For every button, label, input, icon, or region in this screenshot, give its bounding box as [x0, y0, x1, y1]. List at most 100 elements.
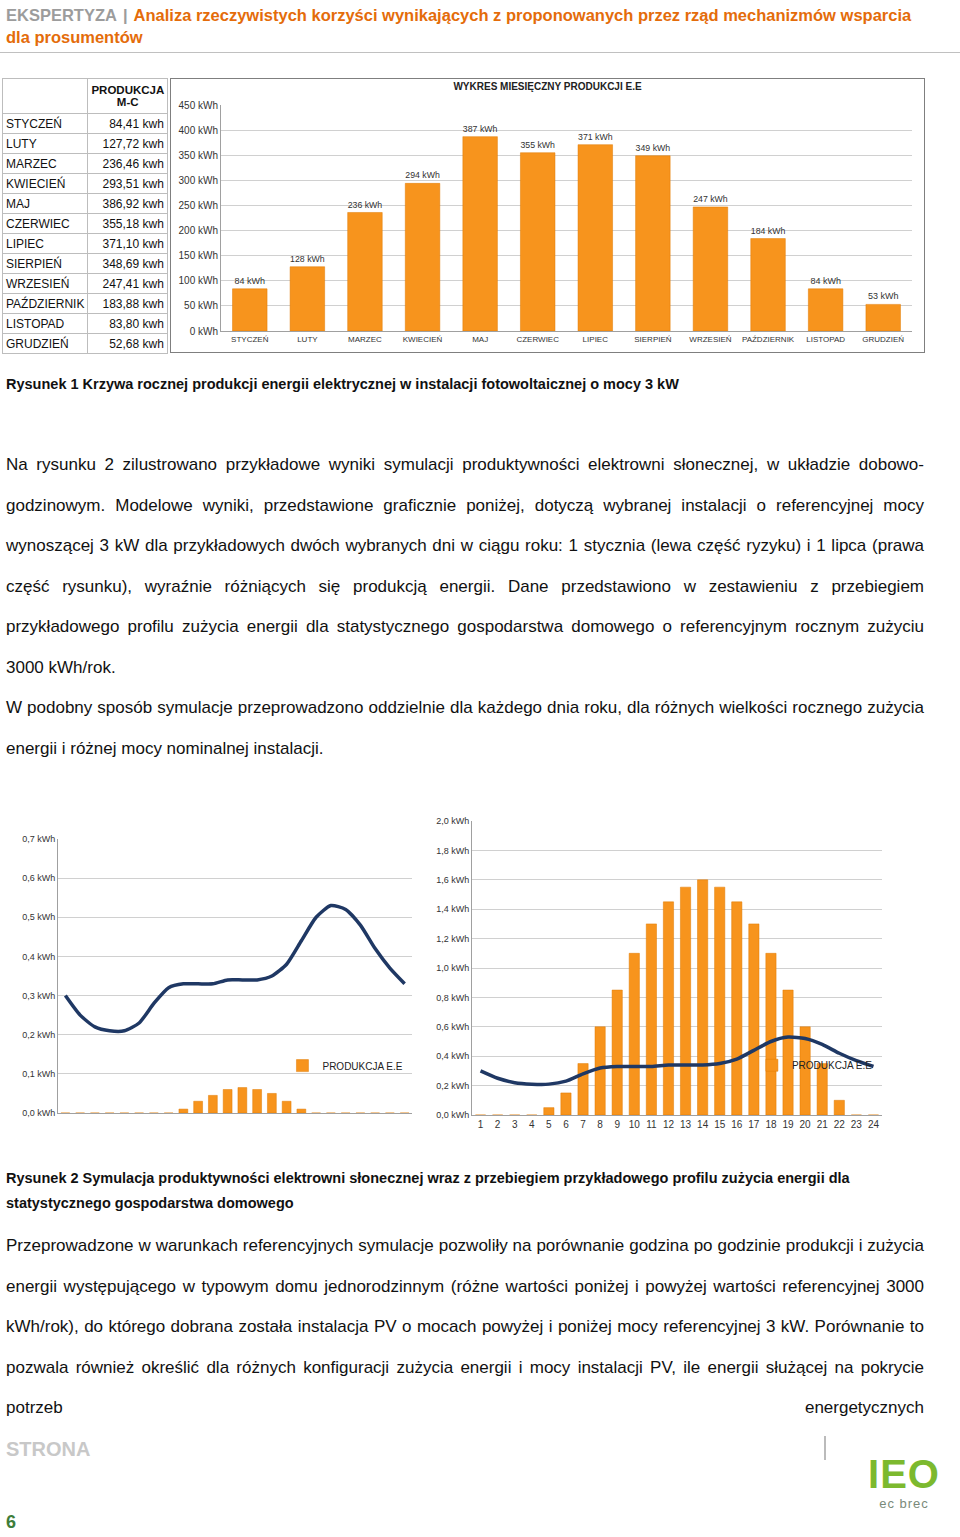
html-text:CZERWIEC: CZERWIEC	[6, 216, 70, 231]
svg-text:5: 5	[546, 1119, 552, 1130]
svg-text:1,0 kWh: 1,0 kWh	[436, 963, 469, 973]
svg-text:84 kWh: 84 kWh	[810, 276, 841, 286]
svg-text:CZERWIEC: CZERWIEC	[516, 335, 559, 344]
svg-text:200 kWh: 200 kWh	[179, 225, 218, 236]
svg-text:1,8 kWh: 1,8 kWh	[436, 846, 469, 856]
svg-text:0,6 kWh: 0,6 kWh	[22, 873, 55, 883]
svg-text:2,0 kWh: 2,0 kWh	[436, 816, 469, 826]
svg-text:PRODUKCJA E.E: PRODUKCJA E.E	[322, 1061, 402, 1072]
svg-text:13: 13	[680, 1119, 692, 1130]
svg-text:WYKRES MIESIĘCZNY PRODUKCJI E.: WYKRES MIESIĘCZNY PRODUKCJI E.E	[453, 81, 642, 92]
html-text:MAJ: MAJ	[6, 196, 30, 211]
svg-text:MARZEC: MARZEC	[348, 335, 382, 344]
svg-text:STYCZEŃ: STYCZEŃ	[231, 335, 269, 344]
svg-text:0,1 kWh: 0,1 kWh	[22, 1069, 55, 1079]
svg-text:24: 24	[868, 1119, 880, 1130]
svg-text:18: 18	[765, 1119, 777, 1130]
svg-text:350 kWh: 350 kWh	[179, 150, 218, 161]
svg-text:250 kWh: 250 kWh	[179, 200, 218, 211]
html-text:STYCZEŃ: STYCZEŃ	[6, 116, 62, 131]
svg-text:19: 19	[782, 1119, 794, 1130]
svg-text:SIERPIEŃ: SIERPIEŃ	[634, 335, 672, 344]
svg-text:22: 22	[834, 1119, 846, 1130]
svg-text:400 kWh: 400 kWh	[179, 125, 218, 136]
svg-text:84 kWh: 84 kWh	[235, 276, 266, 286]
svg-text:50 kWh: 50 kWh	[184, 300, 218, 311]
svg-text:0,0 kWh: 0,0 kWh	[436, 1110, 469, 1120]
svg-text:128 kWh: 128 kWh	[290, 254, 325, 264]
svg-text:355 kWh: 355 kWh	[520, 140, 555, 150]
html-text:STRONA: STRONA	[6, 1438, 91, 1460]
svg-text:9: 9	[614, 1119, 620, 1130]
html-text:Na rysunku 2 zilustrowano przy: Na rysunku 2 zilustrowano przykładowe wy…	[6, 455, 924, 677]
svg-text:11: 11	[646, 1119, 657, 1130]
html-text:293,51 kwh: 293,51 kwh	[102, 176, 164, 191]
svg-text:15: 15	[714, 1119, 726, 1130]
svg-text:150 kWh: 150 kWh	[179, 250, 218, 261]
html-text:LUTY: LUTY	[6, 136, 37, 151]
svg-text:0,8 kWh: 0,8 kWh	[436, 993, 469, 1003]
svg-text:LIPIEC: LIPIEC	[583, 335, 609, 344]
html-text:PRODUKCJA M-C: PRODUKCJA M-C	[91, 84, 165, 108]
svg-text:349 kWh: 349 kWh	[636, 143, 671, 153]
svg-text:0,2 kWh: 0,2 kWh	[22, 1030, 55, 1040]
svg-text:0,6 kWh: 0,6 kWh	[436, 1022, 469, 1032]
svg-text:0,7 kWh: 0,7 kWh	[22, 834, 55, 844]
svg-text:1,4 kWh: 1,4 kWh	[436, 904, 469, 914]
svg-text:PRODUKCJA E.E: PRODUKCJA E.E	[792, 1060, 872, 1071]
html-text:IEO: IEO	[868, 1452, 940, 1496]
svg-text:16: 16	[731, 1119, 743, 1130]
svg-text:1,2 kWh: 1,2 kWh	[436, 934, 469, 944]
svg-text:0,4 kWh: 0,4 kWh	[22, 952, 55, 962]
svg-text:0,3 kWh: 0,3 kWh	[22, 991, 55, 1001]
html-text:127,72 kwh: 127,72 kwh	[102, 136, 164, 151]
svg-text:12: 12	[663, 1119, 675, 1130]
svg-text:1,6 kWh: 1,6 kWh	[436, 875, 469, 885]
svg-text:17: 17	[748, 1119, 760, 1130]
html-text:W podobny sposób symulacje prz: W podobny sposób symulacje przeprowadzon…	[6, 698, 924, 758]
svg-text:450 kWh: 450 kWh	[179, 100, 218, 111]
svg-text:387 kWh: 387 kWh	[463, 124, 498, 134]
svg-text:236 kWh: 236 kWh	[348, 200, 383, 210]
svg-text:371 kWh: 371 kWh	[578, 132, 613, 142]
svg-text:7: 7	[580, 1119, 586, 1130]
svg-text:184 kWh: 184 kWh	[751, 226, 786, 236]
svg-text:0,5 kWh: 0,5 kWh	[22, 912, 55, 922]
svg-text:10: 10	[629, 1119, 641, 1130]
svg-text:0 kWh: 0 kWh	[190, 326, 218, 337]
html-text:84,41 kwh: 84,41 kwh	[109, 116, 164, 131]
svg-text:300 kWh: 300 kWh	[179, 175, 218, 186]
svg-text:0,0 kWh: 0,0 kWh	[22, 1108, 55, 1118]
svg-text:KWIECIEŃ: KWIECIEŃ	[403, 335, 443, 344]
svg-text:0,4 kWh: 0,4 kWh	[436, 1051, 469, 1061]
svg-text:247 kWh: 247 kWh	[693, 194, 728, 204]
html-text:MARZEC: MARZEC	[6, 156, 57, 171]
svg-text:21: 21	[817, 1119, 829, 1130]
svg-text:23: 23	[851, 1119, 863, 1130]
html-text:Rysunek 1 Krzywa rocznej produ: Rysunek 1 Krzywa rocznej produkcji energ…	[6, 376, 679, 392]
html-text:EKSPERTYZA | Analiza rzeczywis: EKSPERTYZA | Analiza rzeczywistych korzy…	[6, 6, 912, 46]
svg-text:MAJ: MAJ	[472, 335, 488, 344]
svg-text:LUTY: LUTY	[297, 335, 318, 344]
svg-text:100 kWh: 100 kWh	[179, 275, 218, 286]
svg-text:1: 1	[478, 1119, 484, 1130]
html-text:236,46 kwh: 236,46 kwh	[102, 156, 164, 171]
svg-text:4: 4	[529, 1119, 535, 1130]
html-text:Rysunek 2 Symulacja produktywn: Rysunek 2 Symulacja produktywności elekt…	[6, 1170, 850, 1211]
html-text:KWIECIEŃ: KWIECIEŃ	[6, 176, 66, 191]
svg-text:WRZESIEŃ: WRZESIEŃ	[689, 335, 731, 344]
svg-text:GRUDZIEŃ: GRUDZIEŃ	[862, 335, 904, 344]
svg-text:0,2 kWh: 0,2 kWh	[436, 1081, 469, 1091]
svg-text:6: 6	[563, 1119, 569, 1130]
svg-text:14: 14	[697, 1119, 709, 1130]
svg-text:PAŹDZIERNIK: PAŹDZIERNIK	[742, 335, 795, 344]
svg-text:2: 2	[495, 1119, 501, 1130]
svg-text:294 kWh: 294 kWh	[405, 170, 440, 180]
svg-text:53 kWh: 53 kWh	[868, 291, 899, 301]
svg-text:8: 8	[597, 1119, 603, 1130]
svg-text:LISTOPAD: LISTOPAD	[806, 335, 845, 344]
html-text:386,92 kwh: 386,92 kwh	[102, 196, 164, 211]
svg-text:20: 20	[800, 1119, 812, 1130]
svg-text:3: 3	[512, 1119, 518, 1130]
html-text:Przeprowadzone w warunkach ref: Przeprowadzone w warunkach referencyjnyc…	[6, 1236, 924, 1417]
